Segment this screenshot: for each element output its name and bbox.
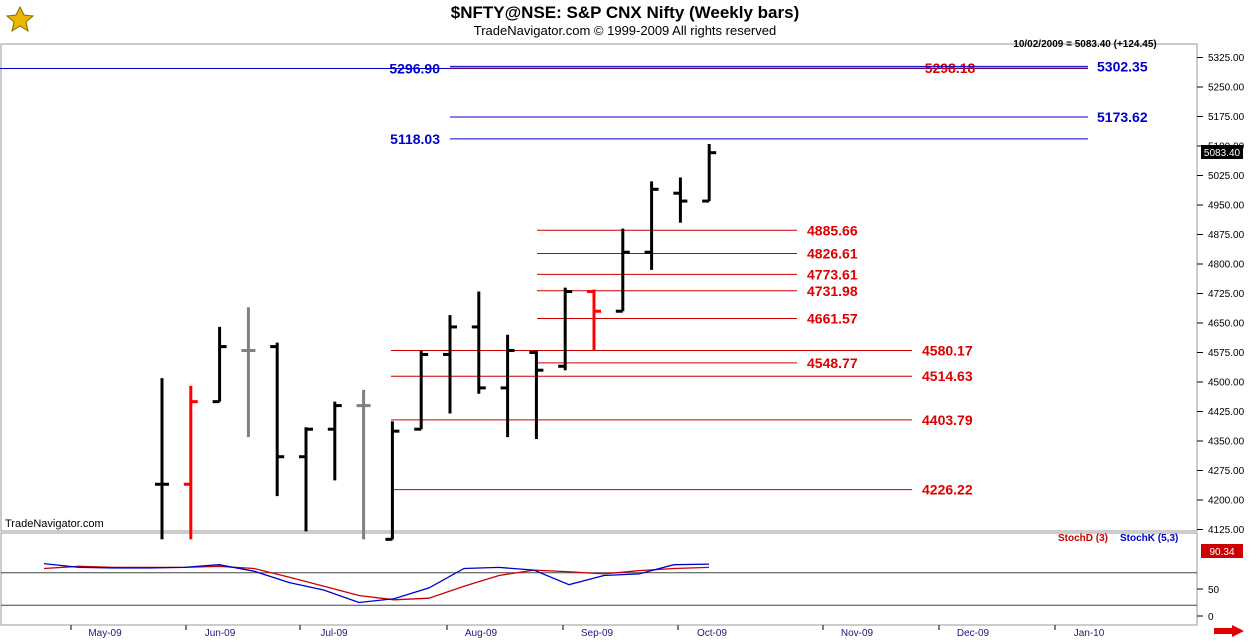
- price-tick-label: 5250.00: [1208, 83, 1245, 94]
- ohlc-bar: [241, 307, 256, 438]
- level-label: 4548.77: [807, 355, 858, 371]
- date-tick-label: Aug-09: [465, 628, 498, 639]
- price-tick-label: 4650.00: [1208, 319, 1245, 330]
- level-label: 4226.22: [922, 482, 973, 498]
- ohlc-bar: [471, 291, 486, 394]
- stoch-tick-label: 50: [1208, 585, 1220, 596]
- stoch-series-line: [43, 562, 710, 604]
- level-label: 4661.57: [807, 310, 858, 326]
- price-readout: 10/02/2009 = 5083.40 (+124.45): [1013, 39, 1156, 50]
- chart-title: $NFTY@NSE: S&P CNX Nifty (Weekly bars): [450, 3, 800, 22]
- price-tick-label: 5175.00: [1208, 112, 1245, 123]
- ohlc-bar: [673, 177, 688, 223]
- trade-navigator-logo-icon[interactable]: [5, 5, 35, 35]
- level-label: 4826.61: [807, 246, 858, 262]
- support-resistance-levels: 5296.90 5298.18 5302.35 5173.62 5118.03 4885.…: [0, 58, 1148, 498]
- scroll-right-arrow-icon[interactable]: [1214, 625, 1244, 637]
- ohlc-bar: [529, 350, 544, 440]
- level-label: 4731.98: [807, 283, 858, 299]
- date-tick-label: May-09: [88, 628, 122, 639]
- price-tick-label: 4425.00: [1208, 407, 1245, 418]
- price-tick-label: 4500.00: [1208, 378, 1245, 389]
- date-tick-label: Jul-09: [320, 628, 348, 639]
- level-label: 4403.79: [922, 412, 973, 428]
- ohlc-bar: [155, 378, 169, 540]
- ohlc-bar: [414, 350, 429, 431]
- date-tick-label: Nov-09: [841, 628, 874, 639]
- level-label: 4773.61: [807, 266, 858, 282]
- price-tick-label: 4950.00: [1208, 201, 1245, 212]
- level-label: 5118.03: [390, 131, 440, 147]
- ohlc-bar: [183, 385, 198, 540]
- stoch-d-legend: StochD (3): [1058, 533, 1108, 544]
- price-bars: [155, 144, 717, 541]
- price-pane-border: [0, 43, 1198, 532]
- ohlc-bar: [443, 315, 457, 414]
- ohlc-bar: [587, 289, 601, 351]
- price-tick-label: 4575.00: [1208, 348, 1245, 359]
- ohlc-bar: [644, 181, 659, 270]
- watermark: TradeNavigator.com: [5, 518, 104, 530]
- stoch-tick-label: 0: [1208, 612, 1214, 623]
- stoch-badge: 90.34: [1209, 547, 1234, 558]
- ohlc-bar: [385, 421, 400, 541]
- price-tick-label: 4275.00: [1208, 466, 1245, 477]
- stoch-pane-border: [0, 532, 1198, 626]
- date-tick-label: Jun-09: [205, 628, 236, 639]
- price-badge-bg: [1201, 145, 1243, 159]
- ohlc-bar: [327, 401, 342, 481]
- ohlc-bar: [558, 287, 573, 371]
- price-badge: 5083.40: [1204, 148, 1241, 159]
- level-label: 5302.35: [1097, 58, 1148, 74]
- ohlc-bar: [270, 342, 285, 497]
- date-tick-label: Jan-10: [1074, 628, 1105, 639]
- stoch-k-legend: StochK (5,3): [1120, 533, 1178, 544]
- ohlc-bar: [500, 334, 515, 438]
- stoch-axis: 50 0: [1197, 585, 1220, 623]
- price-tick-label: 5325.00: [1208, 53, 1245, 64]
- level-label: 4885.66: [807, 222, 858, 238]
- price-tick-label: 4125.00: [1208, 525, 1245, 536]
- price-tick-label: 4725.00: [1208, 289, 1245, 300]
- price-tick-label: 4875.00: [1208, 230, 1245, 241]
- ohlc-bar: [356, 389, 371, 540]
- ohlc-bar: [212, 326, 227, 404]
- date-tick-label: Dec-09: [957, 628, 990, 639]
- level-label: 5298.18: [925, 60, 976, 76]
- price-tick-label: 4800.00: [1208, 260, 1245, 271]
- price-tick-label: 5025.00: [1208, 171, 1245, 182]
- ohlc-bar: [299, 427, 313, 532]
- price-tick-label: 4200.00: [1208, 496, 1245, 507]
- stoch-badge-bg: [1201, 544, 1243, 558]
- level-label: 5173.62: [1097, 109, 1148, 125]
- level-label: 5296.90: [389, 61, 440, 77]
- copyright-text: TradeNavigator.com © 1999-2009 All right…: [473, 23, 777, 38]
- level-label: 4514.63: [922, 368, 973, 384]
- date-tick-label: Oct-09: [697, 628, 727, 639]
- stochastic-lines: [1, 562, 1197, 606]
- ohlc-bar: [615, 228, 630, 313]
- price-tick-label: 4350.00: [1208, 437, 1245, 448]
- level-label: 4580.17: [922, 342, 973, 358]
- ohlc-bar: [702, 144, 717, 203]
- date-tick-label: Sep-09: [581, 628, 614, 639]
- date-axis: May-09 Jun-09 Jul-09 Aug-09 Sep-09 Oct-09 Nov-…: [70, 625, 1105, 639]
